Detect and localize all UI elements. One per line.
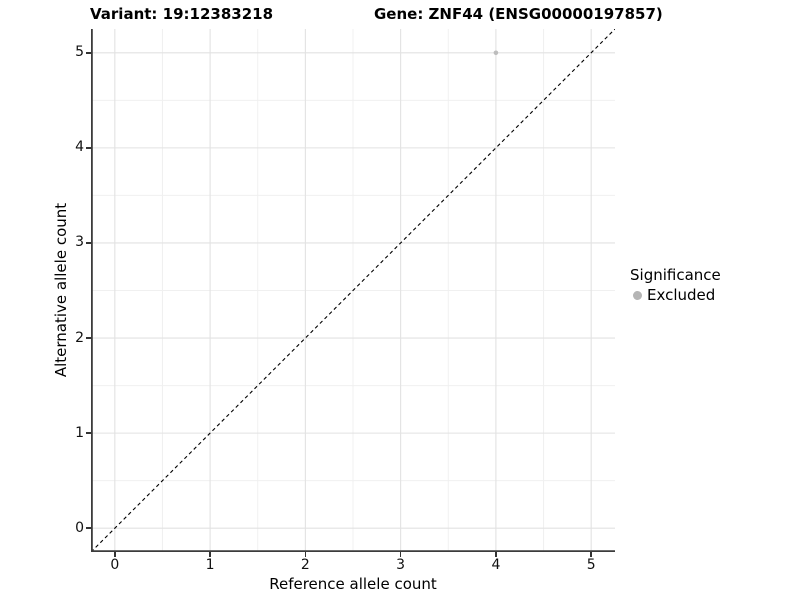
- y-tick-label-0: 0: [75, 519, 84, 536]
- x-axis-title: Reference allele count: [269, 575, 437, 593]
- y-tick-label-3: 3: [75, 234, 84, 251]
- legend-title: Significance: [630, 266, 721, 284]
- plot-panel: [91, 29, 615, 552]
- x-tick-label-1: 1: [205, 557, 215, 573]
- y-tick-mark-4: [86, 147, 91, 149]
- y-axis-title: Alternative allele count: [52, 202, 70, 378]
- x-tick-label-3: 3: [396, 557, 406, 573]
- y-tick-mark-0: [86, 527, 91, 529]
- x-tick-label-5: 5: [586, 557, 596, 573]
- legend-entry-excluded: Excluded: [633, 286, 721, 304]
- legend: Significance Excluded: [630, 266, 721, 304]
- y-tick-mark-5: [86, 52, 91, 54]
- y-tick-mark-3: [86, 242, 91, 244]
- x-tick-mark-5: [590, 552, 592, 557]
- y-tick-label-4: 4: [75, 139, 84, 156]
- x-tick-label-2: 2: [300, 557, 310, 573]
- plot-area-svg: [91, 29, 615, 552]
- y-tick-label-2: 2: [75, 329, 84, 346]
- legend-key-point-icon: [633, 290, 642, 300]
- x-tick-mark-0: [114, 552, 116, 557]
- y-tick-label-5: 5: [75, 44, 84, 61]
- y-tick-label-1: 1: [75, 424, 84, 441]
- x-tick-mark-4: [495, 552, 497, 557]
- x-tick-mark-3: [399, 552, 402, 557]
- plot-title-gene: Gene: ZNF44 (ENSG00000197857): [374, 5, 663, 23]
- y-tick-mark-2: [86, 337, 91, 339]
- x-tick-label-4: 4: [491, 557, 501, 573]
- y-tick-mark-1: [86, 432, 91, 434]
- x-tick-label-0: 0: [110, 557, 120, 573]
- data-point-excluded: [493, 50, 499, 56]
- legend-entry-label: Excluded: [647, 286, 716, 304]
- x-tick-mark-1: [209, 552, 211, 557]
- identity-reference-line: [91, 29, 615, 552]
- x-tick-mark-2: [304, 552, 307, 557]
- plot-title-variant: Variant: 19:12383218: [90, 5, 274, 23]
